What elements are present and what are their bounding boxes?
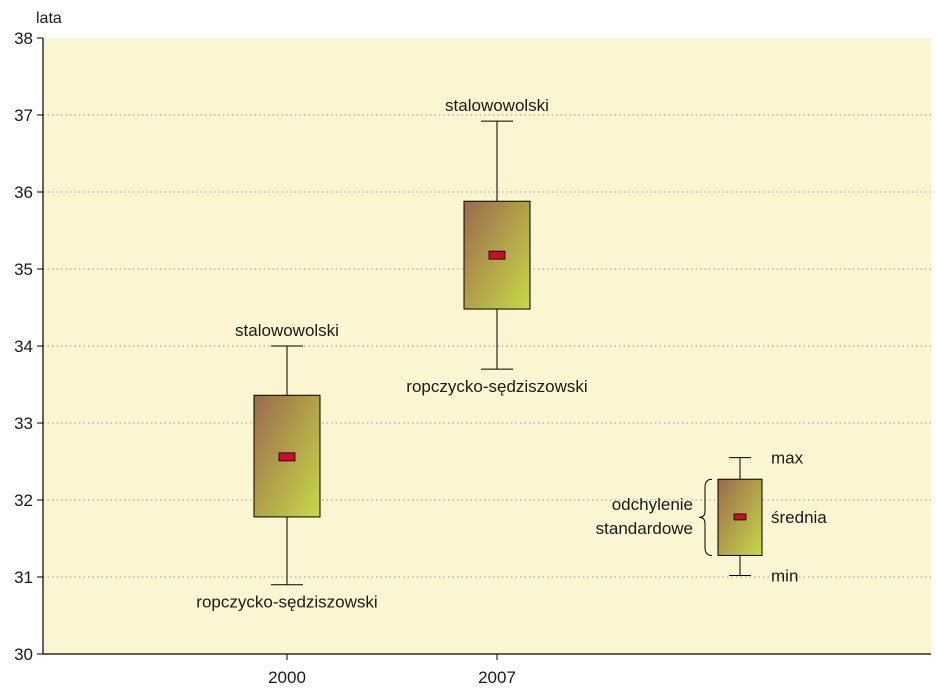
max-label: stalowowolski xyxy=(445,96,549,115)
y-tick-label: 30 xyxy=(14,645,33,664)
y-tick-label: 31 xyxy=(14,568,33,587)
y-tick-label: 35 xyxy=(14,260,33,279)
legend-sd-label-line2: standardowe xyxy=(596,519,693,538)
x-tick-label: 2000 xyxy=(268,668,306,687)
box-2007: stalowowolski ropczycko-sędziszowski 2007 xyxy=(406,96,587,687)
x-tick-label: 2007 xyxy=(478,668,516,687)
y-tick-label: 32 xyxy=(14,491,33,510)
y-ticks: 30 31 32 33 34 35 36 37 38 xyxy=(14,29,43,664)
mean-marker xyxy=(278,452,296,462)
legend-max-label: max xyxy=(771,449,804,468)
y-tick-label: 37 xyxy=(14,106,33,125)
y-tick-label: 38 xyxy=(14,29,33,48)
min-label: ropczycko-sędziszowski xyxy=(406,377,587,396)
legend: max średnia min odchylenie standardowe xyxy=(596,449,828,586)
min-label: ropczycko-sędziszowski xyxy=(196,593,377,612)
y-tick-label: 33 xyxy=(14,414,33,433)
max-label: stalowowolski xyxy=(235,321,339,340)
legend-sd-label-line1: odchylenie xyxy=(612,495,693,514)
y-unit-label: lata xyxy=(36,10,62,27)
y-tick-label: 34 xyxy=(14,337,33,356)
legend-min-label: min xyxy=(771,566,798,585)
plot-area xyxy=(43,38,931,654)
legend-sd-bracket xyxy=(698,478,713,556)
y-tick-label: 36 xyxy=(14,183,33,202)
boxes: stalowowolskiropczycko-sędziszowski2000s… xyxy=(196,96,587,687)
legend-mean-label: średnia xyxy=(771,508,827,527)
legend-mean-marker xyxy=(733,513,747,521)
mean-marker xyxy=(488,250,506,260)
box-2000: stalowowolski ropczycko-sędziszowski 2000 xyxy=(196,321,377,687)
